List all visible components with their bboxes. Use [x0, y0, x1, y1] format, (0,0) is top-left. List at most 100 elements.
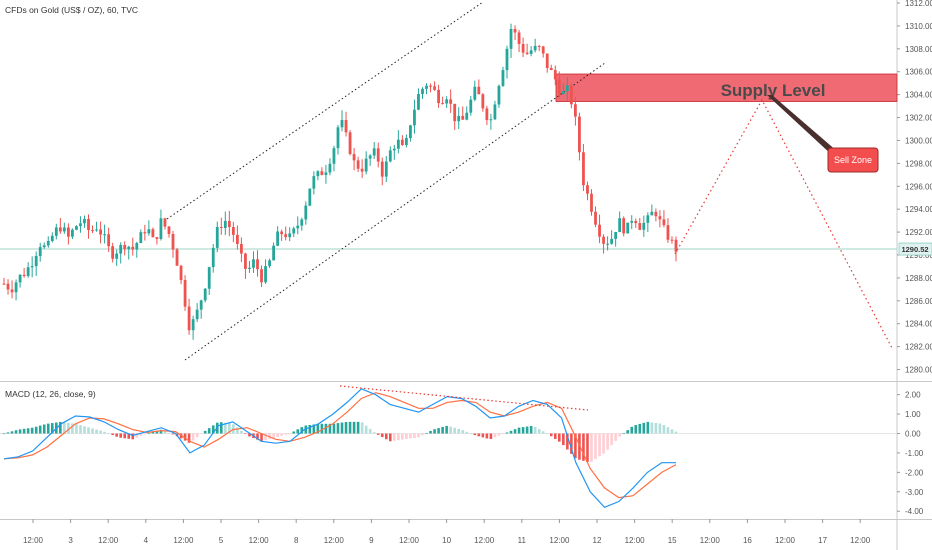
macd-histogram-bar	[95, 429, 98, 434]
macd-histogram-bar	[654, 423, 658, 434]
macd-histogram-bar	[425, 433, 428, 434]
last-price-badge	[898, 242, 932, 256]
macd-histogram-bar	[6, 432, 10, 434]
price-axis[interactable]: 1312.00 1310.00 1308.00 1306.00 1304.00 1302.…	[897, 0, 932, 375]
candle-body	[449, 99, 453, 104]
macd-histogram-bar	[264, 433, 267, 441]
candle-body	[304, 205, 308, 220]
macd-histogram-bar	[529, 425, 533, 434]
macd-histogram-bar	[248, 433, 251, 437]
price-pane[interactable]	[0, 0, 897, 381]
price-tick-label: 1308.00	[905, 45, 932, 54]
macd-histogram-bar	[332, 423, 336, 434]
candle-body	[207, 267, 211, 289]
macd-histogram-bar	[328, 423, 332, 434]
macd-tick-label: -2.00	[905, 468, 924, 477]
macd-histogram-bar	[151, 431, 155, 434]
macd-histogram-bar	[578, 433, 581, 460]
macd-histogram-bar	[288, 433, 292, 435]
candle-body	[54, 227, 58, 236]
candle-body	[658, 216, 662, 220]
candle-body	[38, 247, 42, 256]
price-tick-label: 1286.00	[905, 297, 932, 306]
macd-histogram-bar	[14, 430, 18, 434]
macd-histogram-bar	[376, 433, 380, 435]
macd-histogram-bar	[477, 433, 481, 437]
macd-histogram-bar	[397, 433, 400, 441]
candle-body	[413, 109, 416, 126]
macd-histogram-bar	[618, 433, 621, 437]
time-axis[interactable]: 12:00 3 12:00 4 12:00 5 12:00 8 12:00 9 12:00 10 12:…	[23, 519, 871, 545]
macd-histogram-bar	[42, 424, 46, 434]
candle-body	[58, 227, 62, 232]
candle-body	[248, 267, 251, 269]
candle-body	[630, 221, 634, 223]
candle-body	[199, 300, 203, 310]
time-tick-label: 12:00	[850, 536, 871, 545]
macd-histogram-bar	[203, 430, 207, 434]
macd-histogram-bar	[525, 426, 529, 434]
macd-histogram-bar	[300, 427, 304, 434]
candle-body	[360, 168, 364, 172]
price-tick-label: 1312.00	[905, 0, 932, 8]
time-tick-label: 12:00	[549, 536, 570, 545]
candle-body	[574, 104, 577, 117]
macd-tick-label: -3.00	[905, 488, 924, 497]
time-tick-label: 5	[219, 536, 224, 545]
candle-body	[91, 230, 94, 232]
candle-body	[481, 94, 485, 109]
price-tick-label: 1306.00	[905, 68, 932, 77]
candle-body	[18, 274, 22, 283]
macd-histogram-bar	[111, 433, 114, 436]
price-tick-label: 1284.00	[905, 320, 932, 329]
last-price-badge-text: 1290.52	[901, 245, 928, 254]
macd-histogram-bar	[606, 433, 609, 450]
macd-histogram-bar	[461, 430, 465, 434]
supply-level-label: Supply Level	[721, 81, 826, 100]
macd-histogram-bar	[340, 422, 344, 434]
macd-histogram-bar	[276, 433, 279, 437]
macd-histogram-bar	[626, 430, 630, 434]
sell-zone-label: Sell Zone	[834, 155, 872, 165]
macd-tick-label: 0.00	[905, 430, 921, 439]
candle-body	[541, 46, 545, 54]
macd-histogram-bar	[441, 426, 444, 434]
candle-body	[433, 86, 436, 90]
macd-histogram-bar	[59, 421, 62, 434]
candle-body	[159, 218, 163, 239]
macd-histogram-bar	[473, 433, 477, 436]
macd-histogram-bar	[421, 433, 424, 436]
macd-histogram-bar	[558, 433, 561, 442]
macd-histogram-bar	[553, 433, 557, 439]
macd-histogram-bar	[2, 433, 6, 435]
time-tick-label: 12:00	[249, 536, 270, 545]
macd-pane[interactable]	[0, 382, 897, 519]
candle-body	[352, 154, 356, 161]
signal-line	[3, 392, 677, 499]
macd-histogram-bar	[674, 431, 678, 434]
time-tick-label: 12:00	[399, 536, 420, 545]
candle-body	[441, 103, 445, 105]
candle-body	[425, 85, 428, 89]
candle-body	[50, 235, 54, 241]
price-tick-label: 1302.00	[905, 114, 932, 123]
candle-body	[384, 161, 388, 177]
candle-body	[143, 232, 147, 234]
macd-histogram-bar	[195, 433, 199, 438]
candles-group	[2, 23, 678, 340]
macd-histogram-bar	[437, 428, 440, 434]
macd-histogram-bar	[224, 422, 227, 434]
time-tick-label: 12:00	[700, 536, 721, 545]
macd-histogram-bar	[549, 433, 553, 437]
macd-axis[interactable]: 2.00 1.00 0.00 -1.00 -2.00 -3.00 -4.00	[897, 391, 924, 517]
macd-histogram-bar	[489, 433, 493, 440]
macd-histogram-bar	[115, 433, 118, 437]
candle-body	[300, 219, 304, 226]
macd-tick-label: 1.00	[905, 410, 921, 419]
candle-body	[139, 232, 143, 244]
macd-histogram-bar	[666, 427, 670, 434]
candle-body	[626, 222, 630, 234]
candle-body	[340, 120, 344, 128]
candle-body	[376, 148, 380, 162]
